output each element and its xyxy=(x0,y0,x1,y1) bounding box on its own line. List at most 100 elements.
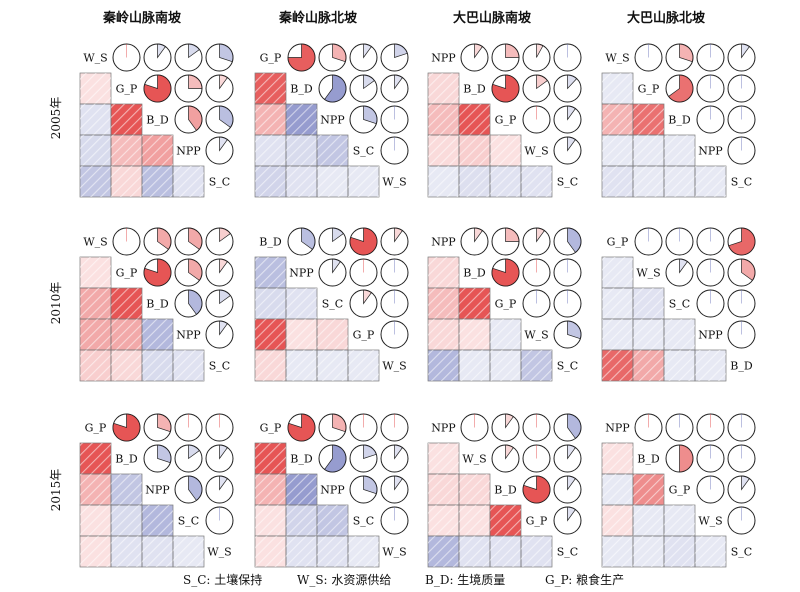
corr-pie-wedge xyxy=(188,105,203,131)
corr-pie-wedge xyxy=(474,227,483,243)
corr-pie-wedge xyxy=(219,227,231,243)
corr-pie-wedge xyxy=(188,43,200,59)
corr-pie-wedge xyxy=(679,258,688,274)
variable-label: W_S xyxy=(382,546,406,559)
corr-pie-wedge xyxy=(219,320,228,336)
variable-label: W_S xyxy=(83,52,107,65)
corr-pie-wedge xyxy=(363,43,372,59)
variable-label: G_P xyxy=(638,83,660,96)
corr-pie-wedge xyxy=(219,74,228,90)
corr-pie-wedge xyxy=(505,43,520,58)
legend-item-g-p: G_P: 粮食生产 xyxy=(545,572,624,587)
corr-pie-wedge xyxy=(363,105,378,125)
corr-pie-wedge xyxy=(287,413,316,442)
corr-pie-wedge xyxy=(505,227,520,242)
variable-label: S_C xyxy=(209,360,230,373)
corr-pie-wedge xyxy=(536,43,544,58)
corr-pie-wedge xyxy=(567,475,576,491)
row-title: 2005年 xyxy=(49,97,63,140)
corr-pie-wedge xyxy=(363,444,377,459)
row-title: 2010年 xyxy=(49,282,63,325)
variable-label: B_D xyxy=(115,453,138,466)
legend-item-s-c: S_C: 土壤保持 xyxy=(183,572,262,587)
variable-label: NPP xyxy=(320,484,345,497)
corr-pie-wedge xyxy=(567,320,582,340)
corr-pie-wedge xyxy=(157,227,172,250)
corr-pie-wedge xyxy=(112,413,141,442)
corr-pie-wedge xyxy=(728,227,756,256)
corr-pie-wedge xyxy=(301,227,316,250)
corr-pie-wedge xyxy=(332,258,341,274)
variable-label: S_C xyxy=(557,176,578,189)
panel: W_S G_P B_D NPP S_C xyxy=(79,43,234,198)
column-title: 秦岭山脉北坡 xyxy=(278,10,358,26)
variable-label: W_S xyxy=(83,236,107,249)
variable-label: W_S xyxy=(636,267,660,280)
variable-label: S_C xyxy=(731,176,752,189)
variable-label: NPP xyxy=(698,329,723,342)
variable-label: NPP xyxy=(176,145,201,158)
variable-label: G_P xyxy=(116,267,138,280)
variable-label: W_S xyxy=(207,546,231,559)
variable-label: B_D xyxy=(259,236,282,249)
corr-pie-wedge xyxy=(741,43,750,59)
variable-label: G_P xyxy=(85,422,107,435)
corr-pie-wedge xyxy=(287,43,316,72)
corr-pie-wedge xyxy=(474,43,483,59)
corr-pie-wedge xyxy=(324,74,347,103)
column-title: 大巴山脉北坡 xyxy=(627,10,706,26)
corr-pie-wedge xyxy=(668,74,694,103)
variable-label: W_S xyxy=(524,329,548,342)
variable-label: S_C xyxy=(669,298,690,311)
variable-label: NPP xyxy=(320,114,345,127)
corr-pie-wedge xyxy=(394,475,403,491)
column-titles: 秦岭山脉南坡 秦岭山脉北坡 大巴山脉南坡 大巴山脉北坡 xyxy=(102,10,706,26)
variable-label: NPP xyxy=(145,484,170,497)
variable-label: B_D xyxy=(146,298,169,311)
corr-pie-wedge xyxy=(363,475,378,495)
variable-label: B_D xyxy=(637,453,660,466)
column-title: 秦岭山脉南坡 xyxy=(102,10,182,26)
variable-label: G_P xyxy=(260,422,282,435)
corr-pie-wedge xyxy=(188,475,203,501)
corr-pie-wedge xyxy=(567,506,576,522)
variable-label: B_D xyxy=(290,453,313,466)
column-title: 大巴山脉南坡 xyxy=(453,10,532,26)
corr-pie-wedge xyxy=(219,475,228,491)
corr-pie-wedge xyxy=(491,74,520,103)
corr-pie-wedge xyxy=(349,227,378,256)
variable-label: G_P xyxy=(495,114,517,127)
variable-label: W_S xyxy=(382,176,406,189)
corr-pie-wedge xyxy=(219,105,234,128)
variable-label: B_D xyxy=(494,484,517,497)
variable-label: W_S xyxy=(462,453,486,466)
corr-pie-wedge xyxy=(567,413,582,439)
corr-pie-wedge xyxy=(219,258,228,274)
corr-pie-wedge xyxy=(143,74,172,103)
variable-label: NPP xyxy=(431,52,456,65)
corr-pie-wedge xyxy=(332,227,344,243)
corr-pie-wedge xyxy=(157,413,172,433)
panels: W_SG_PB_DNPPS_CG_PB_DNPPS_CW_SNPPB_DG_PW… xyxy=(79,43,756,568)
variable-label: G_P xyxy=(607,236,629,249)
corr-pie-wedge xyxy=(219,289,231,305)
variable-label: NPP xyxy=(431,236,456,249)
corr-pie-wedge xyxy=(394,444,403,460)
corr-pie-wedge xyxy=(332,413,347,433)
variable-label: G_P xyxy=(495,298,517,311)
corr-pie-wedge xyxy=(679,444,694,473)
corr-pie-wedge xyxy=(157,444,172,464)
panel: NPP B_D G_P W_S S_C xyxy=(427,43,582,198)
variable-label: NPP xyxy=(176,329,201,342)
variable-label: S_C xyxy=(557,546,578,559)
corr-pie-wedge xyxy=(679,43,694,63)
variable-label: B_D xyxy=(146,114,169,127)
panel: G_P B_D NPP S_C W_S xyxy=(254,43,409,198)
corr-pie-wedge xyxy=(219,43,234,63)
variable-label: G_P xyxy=(353,329,375,342)
variable-label: G_P xyxy=(526,515,548,528)
corr-pie-wedge xyxy=(567,74,578,90)
variable-label: S_C xyxy=(178,515,199,528)
corr-pie-wedge xyxy=(567,105,576,121)
corr-pie-wedge xyxy=(157,43,166,59)
